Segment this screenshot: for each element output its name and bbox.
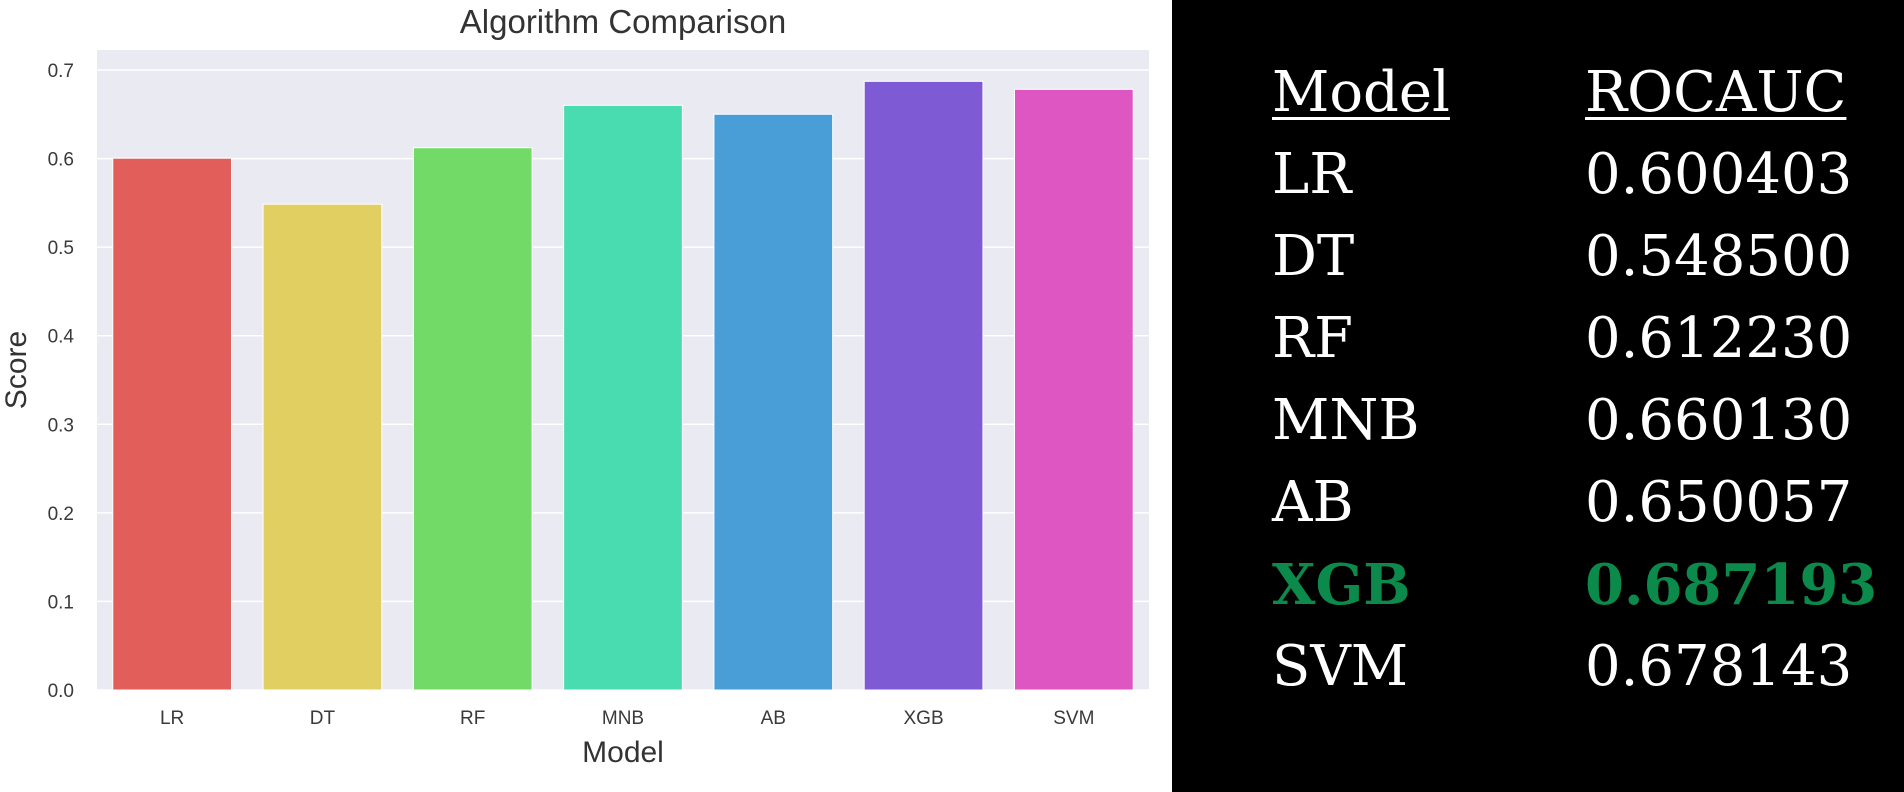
y-tick-label: 0.7 — [48, 61, 74, 82]
model-name: MNB — [1272, 388, 1420, 453]
table-row-ab: AB 0.650057 — [1172, 462, 1904, 544]
y-tick-label: 0.6 — [48, 150, 74, 171]
bar-xgb — [863, 80, 984, 691]
bar-dt — [262, 203, 383, 691]
x-tick-label-rf: RF — [460, 708, 485, 729]
x-tick-labels: LR DT RF MNB AB XGB SVM — [160, 708, 1094, 729]
bars — [112, 80, 1134, 691]
header-rocauc: ROCAUC — [1585, 60, 1847, 125]
x-tick-label-lr: LR — [160, 708, 184, 729]
bar-chart: 0.0 0.1 0.2 0.3 0.4 0.5 0.6 0.7 LR DT RF MNB AB XGB S… — [0, 3, 1149, 769]
rocauc-value: 0.660130 — [1585, 388, 1853, 453]
table-row-dt: DT 0.548500 — [1172, 216, 1904, 298]
table-row-lr: LR 0.600403 — [1172, 134, 1904, 216]
y-tick-label: 0.5 — [48, 238, 74, 259]
x-tick-label-mnb: MNB — [602, 708, 644, 729]
x-tick-label-dt: DT — [310, 708, 336, 729]
model-name: XGB — [1272, 552, 1411, 618]
table-row-xgb: XGB 0.687193 — [1172, 544, 1904, 626]
bar-rf — [412, 147, 533, 691]
y-tick-label: 0.0 — [48, 681, 74, 702]
bar-lr — [112, 157, 233, 691]
model-name: RF — [1272, 306, 1354, 371]
y-tick-label: 0.1 — [48, 592, 74, 613]
table-row-svm: SVM 0.678143 — [1172, 626, 1904, 708]
y-tick-labels: 0.0 0.1 0.2 0.3 0.4 0.5 0.6 0.7 — [48, 61, 75, 702]
model-name: DT — [1272, 224, 1355, 289]
rocauc-value: 0.687193 — [1585, 552, 1878, 618]
rocauc-value: 0.548500 — [1585, 224, 1853, 289]
x-tick-label-ab: AB — [761, 708, 786, 729]
rocauc-value: 0.678143 — [1585, 634, 1853, 699]
table-row-rf: RF 0.612230 — [1172, 298, 1904, 380]
table-header: Model ROCAUC — [1172, 52, 1904, 134]
model-name: SVM — [1272, 634, 1409, 699]
rocauc-value: 0.612230 — [1585, 306, 1853, 371]
bar-mnb — [563, 104, 683, 691]
y-tick-label: 0.2 — [48, 504, 74, 525]
bar-chart-panel: 0.0 0.1 0.2 0.3 0.4 0.5 0.6 0.7 LR DT RF MNB AB XGB S… — [0, 3, 1149, 769]
bar-ab — [713, 113, 834, 691]
table-row-mnb: MNB 0.660130 — [1172, 380, 1904, 462]
y-axis-label: Score — [0, 331, 33, 409]
chart-title: Algorithm Comparison — [460, 3, 786, 40]
y-tick-label: 0.3 — [48, 415, 74, 436]
model-name: LR — [1272, 142, 1352, 207]
bar-svm — [1013, 88, 1134, 691]
model-name: AB — [1272, 470, 1354, 535]
rocauc-value: 0.650057 — [1585, 470, 1853, 535]
x-tick-label-svm: SVM — [1053, 708, 1094, 729]
x-tick-label-xgb: XGB — [904, 708, 944, 729]
x-axis-label: Model — [582, 736, 664, 769]
y-tick-label: 0.4 — [48, 327, 75, 348]
rocauc-value: 0.600403 — [1585, 142, 1853, 207]
header-model: Model — [1272, 60, 1450, 125]
rocauc-table: Model ROCAUC LR 0.600403 DT 0.548500 RF 0.612… — [1172, 0, 1904, 792]
